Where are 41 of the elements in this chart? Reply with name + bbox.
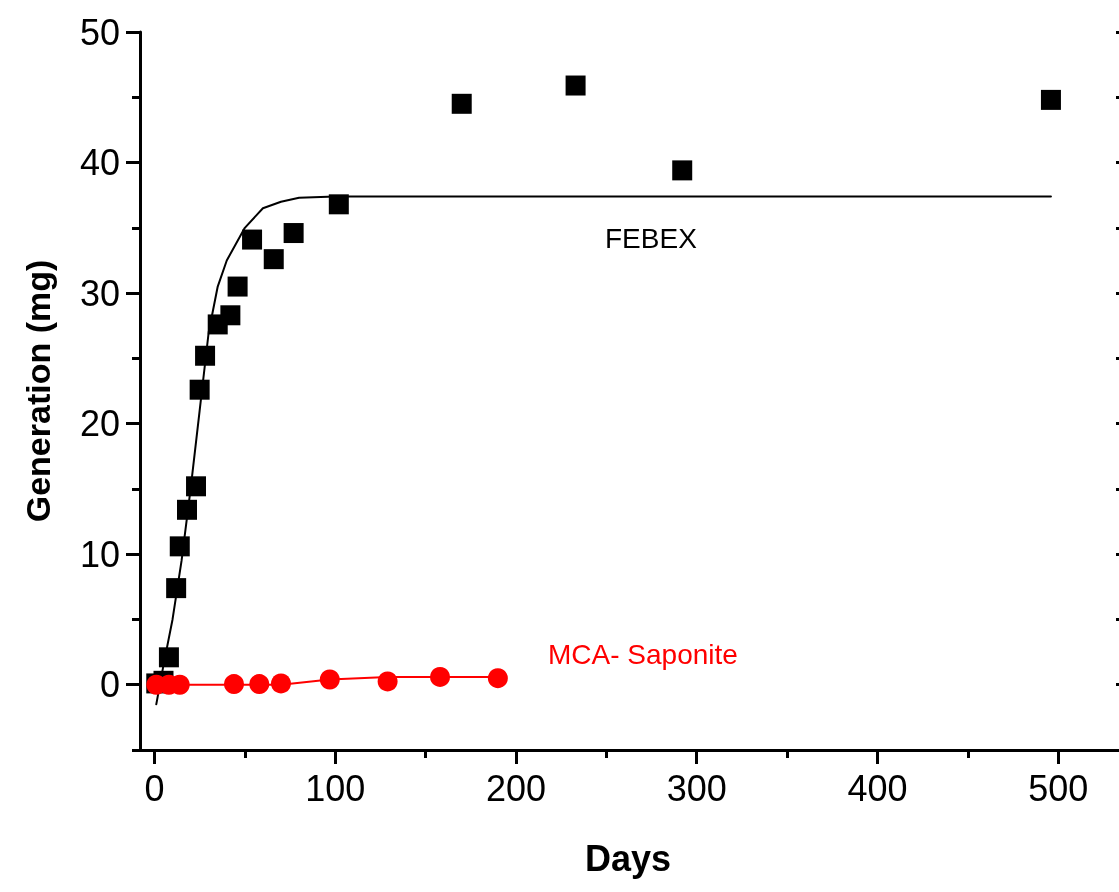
series-label: MCA- Saponite (548, 638, 738, 670)
x-tick-label: 300 (666, 767, 727, 809)
point (451, 93, 472, 114)
point (227, 276, 248, 297)
x-tick-label: 0 (144, 767, 165, 809)
point (195, 345, 216, 366)
point (166, 578, 187, 599)
y-axis-title: Generation (mg) (19, 259, 57, 523)
point (377, 671, 398, 692)
point (565, 75, 586, 96)
y-tick-label: 20 (79, 403, 120, 445)
point (220, 305, 241, 326)
point (242, 229, 263, 250)
point (487, 668, 508, 689)
line-series (155, 195, 1052, 706)
point (672, 160, 693, 181)
point (430, 666, 451, 687)
point (186, 476, 207, 497)
series-label: FEBEX (605, 222, 698, 254)
y-tick-label: 10 (79, 533, 120, 575)
x-axis-title: Days (584, 837, 672, 879)
point (189, 379, 210, 400)
y-tick-label: 50 (79, 11, 120, 53)
point (176, 499, 197, 520)
point (249, 674, 270, 695)
x-tick-label: 500 (1028, 767, 1089, 809)
point (328, 194, 349, 215)
point (319, 669, 340, 690)
point (169, 536, 190, 557)
point (224, 674, 244, 695)
y-tick-label: 0 (99, 664, 120, 706)
point (283, 223, 304, 244)
y-tick-label: 40 (79, 142, 120, 184)
y-tick-label: 30 (79, 272, 120, 314)
point (271, 673, 291, 694)
point (1040, 89, 1061, 110)
x-tick-label: 200 (485, 767, 546, 809)
x-tick-label: 100 (305, 767, 366, 809)
point (158, 647, 179, 668)
point (263, 249, 284, 270)
x-tick-label: 400 (847, 767, 908, 809)
